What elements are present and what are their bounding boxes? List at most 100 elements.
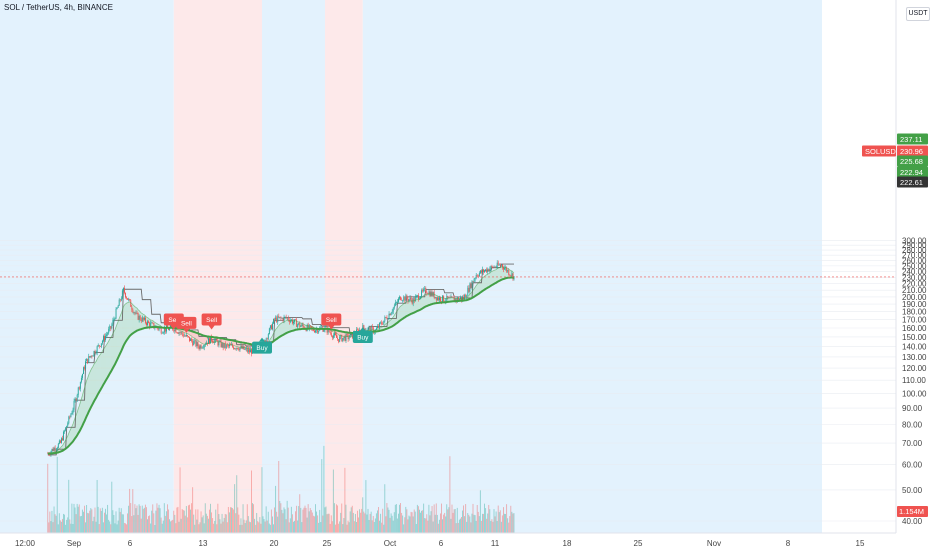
ma-fill-segment (482, 277, 484, 291)
volume-bar (472, 503, 474, 533)
candle-body (90, 355, 92, 358)
volume-bar (220, 523, 222, 533)
volume-bar (85, 522, 86, 533)
candle-body (227, 345, 229, 347)
ma-fill-segment (486, 274, 488, 289)
candle-body (487, 269, 489, 273)
price-axis[interactable] (896, 0, 932, 550)
ma-fill-segment (276, 326, 278, 339)
volume-bar (247, 516, 249, 533)
volume-bar (499, 510, 501, 533)
volume-bar (373, 521, 375, 533)
ma-fill-segment (474, 287, 476, 297)
ma-fill-segment (113, 329, 115, 367)
volume-bar (483, 513, 484, 533)
ma-fill-segment (417, 299, 419, 311)
volume-bar (154, 524, 156, 533)
candle-body (164, 328, 166, 332)
volume-bar (182, 509, 184, 533)
volume-bar (304, 505, 306, 533)
ma-fill-segment (399, 306, 401, 321)
volume-bar (163, 503, 165, 533)
volume-bar (78, 504, 80, 533)
signal-badge (201, 313, 222, 326)
volume-bar (195, 509, 197, 533)
candle-body (345, 334, 347, 341)
candle-body (489, 268, 491, 272)
y-tick-label: 190.00 (902, 300, 927, 309)
candle-body (86, 358, 88, 362)
y-tick-label: 110.00 (902, 376, 926, 385)
volume-bar (286, 500, 288, 533)
candle-body (323, 329, 325, 332)
volume-bar (353, 521, 355, 533)
candle-body (420, 296, 421, 299)
candle-body (225, 344, 227, 348)
candle-body (303, 326, 305, 329)
volume-bar (48, 522, 50, 533)
ma-fill-segment (103, 347, 105, 385)
candle-body (197, 342, 199, 347)
volume-bar (469, 516, 471, 533)
ma-fill-segment (234, 340, 236, 347)
candle-body (445, 300, 447, 302)
ma-fill-segment (109, 337, 111, 374)
currency-button[interactable]: USDT (906, 7, 930, 21)
volume-bar (371, 520, 373, 533)
candle-body (338, 339, 340, 342)
volume-bar (170, 521, 172, 533)
time-axis[interactable] (0, 533, 932, 550)
volume-bar (76, 503, 78, 533)
volume-bar (315, 504, 316, 533)
candle-body (107, 333, 109, 335)
ma-fill-segment (194, 332, 196, 340)
volume-bar (246, 504, 248, 533)
volume-bar (336, 504, 337, 533)
ma-fill-segment (97, 357, 99, 396)
volume-bar (181, 509, 183, 533)
volume-bar (317, 515, 319, 533)
volume-bar (241, 524, 243, 533)
ma-fill-segment (419, 298, 421, 311)
volume-bar (185, 506, 187, 533)
volume-bar (450, 518, 452, 533)
candle-body (176, 332, 178, 333)
candle-body (380, 322, 382, 324)
candle-body (497, 262, 499, 266)
candle-body (336, 334, 337, 338)
y-tick-label: 240.00 (902, 268, 927, 277)
volume-bar (300, 507, 302, 533)
volume-bar (465, 504, 467, 533)
candle-body (485, 269, 487, 271)
ma-fill-segment (203, 335, 205, 345)
ma-fill-segment (405, 301, 407, 317)
ma-fill-segment (233, 340, 235, 346)
volume-bar (441, 503, 442, 533)
ma-fill-segment (285, 320, 287, 334)
volume-bar (141, 505, 143, 533)
ma-fill-segment (488, 272, 490, 288)
volume-bar (266, 520, 268, 533)
candle-body (174, 328, 176, 332)
candle-body (215, 338, 217, 341)
volume-bar (146, 507, 147, 533)
volume-tag (897, 506, 928, 517)
signal-pointer (259, 337, 265, 342)
volume-bar (171, 520, 173, 533)
candle-body (305, 328, 307, 331)
candle-body (72, 409, 74, 413)
volume-bar (329, 523, 331, 533)
volume-bar (121, 514, 123, 533)
volume-bar (106, 514, 107, 533)
volume-bar (75, 514, 77, 533)
volume-bar (347, 520, 349, 533)
candle-body (154, 327, 156, 329)
volume-bar (198, 524, 200, 533)
candle-body (221, 343, 223, 347)
ma-fill-segment (96, 359, 98, 398)
candle-body (210, 336, 211, 344)
volume-bar (60, 521, 62, 533)
volume-bar (191, 503, 193, 533)
